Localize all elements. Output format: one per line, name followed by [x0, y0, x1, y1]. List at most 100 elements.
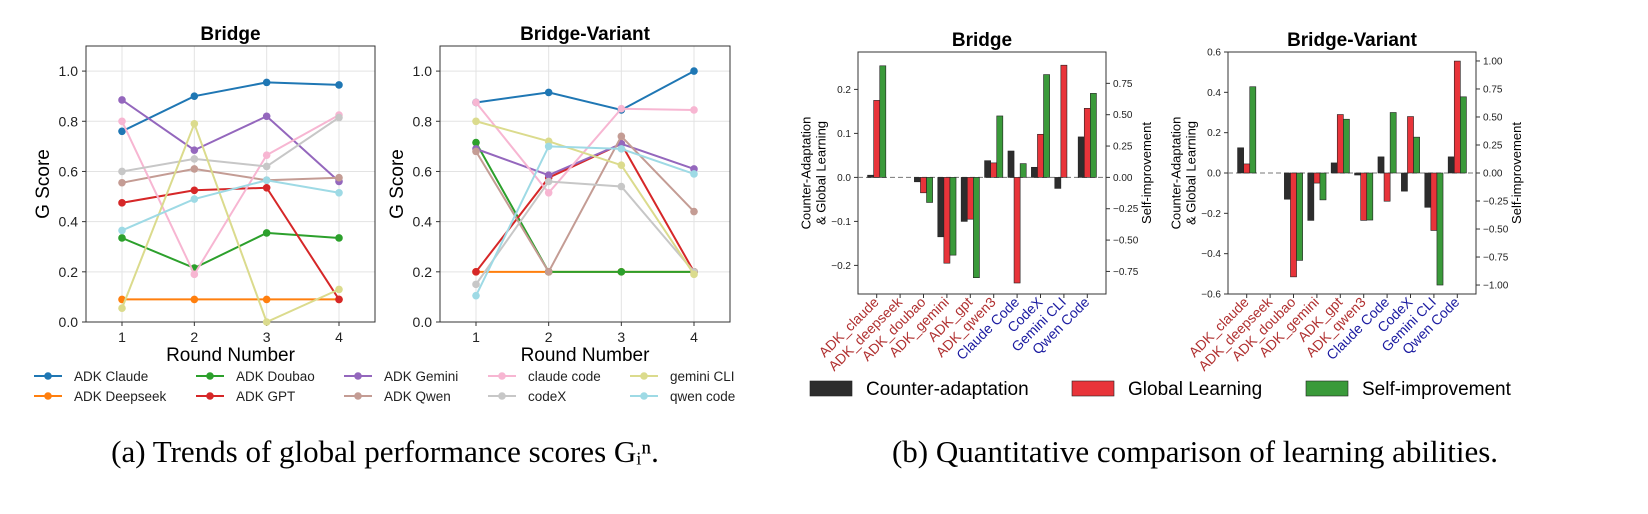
y-tick-label: 0.0: [413, 314, 433, 330]
bar-self-improvement: [1043, 74, 1050, 178]
bar-self-improvement: [1343, 118, 1350, 174]
bar-global-learning: [920, 177, 927, 194]
series-adk-gpt: [118, 183, 343, 304]
y-tick-label: −0.1: [831, 217, 851, 228]
legend-swatch-marker: [354, 392, 362, 400]
x-tick-label: 3: [263, 329, 271, 345]
y2-tick-label: −0.50: [1483, 225, 1509, 236]
line-chart-bridge: 0.0 0.2 0.4 0.6 0.8 1.0 1 2 3 4 Bridge Round Number…: [33, 24, 376, 366]
series-adk-qwen: [472, 132, 698, 276]
y2-tick-label: 0.25: [1483, 140, 1503, 151]
data-point-adk-gpt: [190, 186, 199, 195]
y-tick-label: 0.6: [1207, 48, 1221, 59]
bar-counter-adaptation: [1007, 150, 1015, 178]
legend-label: gemini CLI: [670, 369, 735, 384]
data-point-qwen-code: [335, 188, 343, 197]
legend-item-claude-code: claude code: [488, 369, 601, 384]
y-tick-label: 0.2: [1207, 128, 1221, 139]
data-point-adk-doubao: [472, 138, 480, 147]
bar-counter-adaptation: [1054, 177, 1062, 189]
y-axis-label: G Score: [33, 149, 54, 219]
y-axis-label-line: Counter-Adaptation: [799, 117, 814, 230]
legend-swatch-marker: [44, 372, 52, 380]
data-point-codex: [617, 182, 626, 191]
data-point-adk-gpt: [472, 268, 480, 276]
bar-global-learning: [1037, 133, 1044, 178]
series-qwen-code: [472, 142, 698, 300]
series-global-learning: [1243, 60, 1461, 278]
data-point-adk-claude: [262, 78, 271, 87]
y2-tick-label: −0.25: [1483, 197, 1509, 208]
bar-global-learning: [1060, 64, 1068, 178]
bar-legend: Counter-adaptation Global Learning Self-im…: [809, 379, 1512, 400]
legend-label: ADK Doubao: [236, 369, 315, 384]
legend-item-adk-claude: ADK Claude: [34, 369, 148, 384]
data-point-gemini-cli: [617, 161, 626, 169]
series-line-claude-code: [475, 101, 695, 195]
data-point-adk-claude: [190, 92, 199, 100]
legend-item-codex: codeX: [488, 389, 566, 404]
x-tick-label: 1: [472, 329, 480, 345]
data-point-qwen-code: [544, 142, 553, 151]
y-tick-label: 0.1: [837, 129, 851, 140]
legend-label: qwen code: [670, 389, 735, 404]
bar-counter-adaptation: [1237, 147, 1244, 174]
series-adk-gemini: [472, 140, 698, 180]
series-gemini-cli: [118, 119, 343, 326]
chart-title: Bridge: [952, 30, 1012, 51]
data-point-gemini-cli: [335, 285, 343, 294]
series-line-codex: [475, 180, 695, 285]
data-point-adk-deepseek: [262, 295, 271, 304]
data-point-adk-claude: [118, 127, 126, 136]
data-point-adk-qwen: [690, 207, 698, 216]
legend-label: ADK Gemini: [384, 369, 458, 384]
line-chart-bridge-variant: 0.0 0.2 0.4 0.6 0.8 1.0 1 2 3 4 Bridge-Variant Roun…: [387, 24, 731, 366]
series-line-gemini-cli: [475, 120, 695, 275]
series-self-improvement: [879, 65, 1097, 278]
y2-tick-label: 0.50: [1113, 110, 1133, 121]
bar-global-learning: [1243, 163, 1251, 174]
data-point-adk-gemini: [190, 146, 199, 154]
data-point-adk-gemini: [262, 112, 271, 121]
bar-counter-adaptation: [1377, 156, 1385, 174]
bar-self-improvement: [1090, 93, 1097, 178]
y2-tick-label: 0.25: [1113, 142, 1133, 153]
data-point-adk-gpt: [335, 295, 343, 304]
series-global-learning: [873, 64, 1091, 284]
legend-swatch-marker: [354, 372, 362, 380]
bar-counter-adaptation: [937, 177, 945, 238]
bar-counter-adaptation: [1307, 172, 1315, 221]
line-legend: ADK Claude ADK Deepseek ADK Doubao ADK GPT A…: [34, 369, 735, 404]
data-point-adk-qwen: [335, 173, 343, 182]
y-tick-label: 0.4: [1207, 88, 1221, 99]
y2-axis-label: Self-improvement: [1139, 122, 1154, 224]
legend-item-adk-qwen: ADK Qwen: [344, 389, 451, 404]
series-adk-claude: [472, 67, 698, 114]
data-point-claude-code: [690, 106, 698, 114]
data-point-claude-code: [118, 117, 126, 126]
legend-item-adk-deepseek: ADK Deepseek: [34, 389, 167, 404]
y-axis-label: G Score: [387, 149, 408, 219]
data-point-qwen-code: [118, 226, 126, 235]
series-adk-doubao: [118, 229, 343, 272]
series-qwen-code: [118, 176, 343, 235]
x-tick-label: 3: [617, 329, 625, 345]
y-tick-label: 0.0: [837, 173, 851, 184]
data-point-adk-qwen: [617, 132, 626, 141]
legend-swatch: [1071, 380, 1115, 397]
bar-global-learning: [943, 177, 951, 264]
bar-global-learning: [1013, 177, 1021, 284]
plot-frame: [439, 45, 731, 323]
bar-chart-bridge-variant: −0.6 −0.4 −0.2 0.0 0.2 0.4 0.6 −1.00 −0.75 −0.50 −…: [1169, 30, 1524, 374]
legend-item-adk-doubao: ADK Doubao: [196, 369, 315, 384]
y-tick-label: 0.8: [413, 113, 433, 129]
data-point-adk-deepseek: [190, 295, 199, 304]
y2-tick-label: 0.75: [1113, 79, 1133, 90]
bar-counter-adaptation: [867, 174, 874, 178]
bar-self-improvement: [1389, 112, 1397, 174]
data-point-claude-code: [544, 188, 553, 197]
bar-global-learning: [1083, 108, 1091, 178]
caption-a: (a) Trends of global performance scores …: [111, 434, 659, 469]
y-axis-label-line: & Global Learning: [814, 121, 829, 225]
y-tick-label: 0.2: [59, 264, 79, 280]
